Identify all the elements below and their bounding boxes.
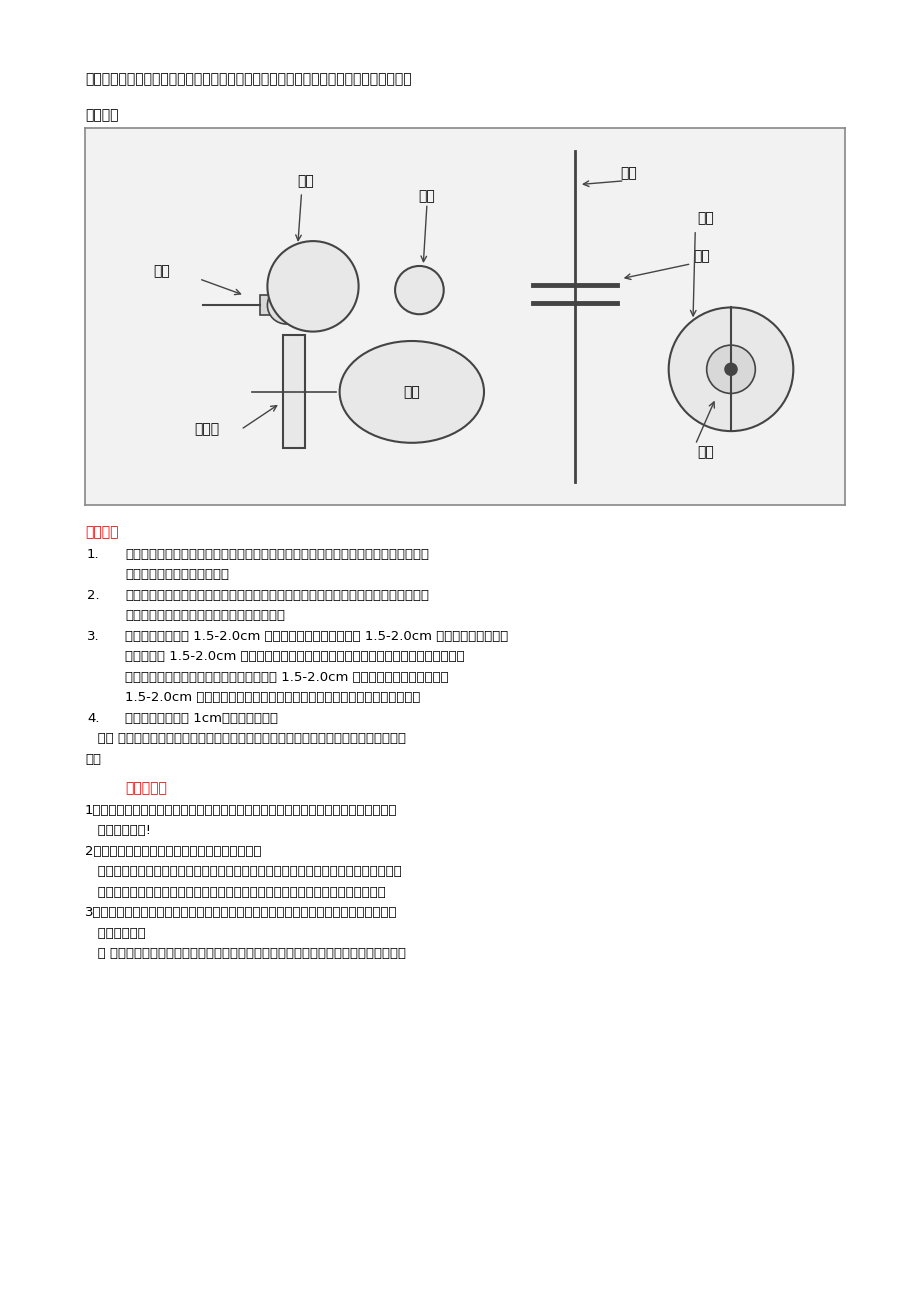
Bar (282, 336, 305, 448)
Text: 1：把窗打开通风，包间的空间由于很多通风不良好，餐前必须通风换空气（大风沙多恶: 1：把窗打开通风，包间的空间由于很多通风不良好，餐前必须通风换空气（大风沙多恶 (85, 803, 397, 816)
Text: 1.: 1. (87, 548, 99, 561)
Text: 香巾碟: 香巾碟 (194, 423, 219, 436)
Circle shape (706, 345, 754, 393)
Circle shape (267, 241, 358, 332)
Text: 重合，台布四边下垂距离相等: 重合，台布四边下垂距离相等 (125, 568, 229, 581)
Text: 时通知保修！: 时通知保修！ (85, 927, 145, 940)
Text: 1.5-2.0cm 处，茶碟边缘与骨碟边缘在一条直线上，茶碗放置于茶碟上方！: 1.5-2.0cm 处，茶碟边缘与骨碟边缘在一条直线上，茶碗放置于茶碟上方！ (125, 691, 420, 704)
Text: 摆台图形: 摆台图形 (85, 108, 119, 122)
Bar (259, 296, 277, 315)
Text: 茶碟: 茶碟 (696, 211, 713, 225)
Text: 放！: 放！ (85, 753, 101, 766)
Text: 3：检查个人负责区域内的设施是否正常运转，如：灯光，电视，空调！如发现一异常及: 3：检查个人负责区域内的设施是否正常运转，如：灯光，电视，空调！如发现一异常及 (85, 906, 397, 919)
Text: 酒杯: 酒杯 (418, 189, 435, 203)
Text: 例 灯光开启后是否不亮，或者一闪一闪的！电视是否能打开，空调输送的风是否该季节: 例 灯光开启后是否不亮，或者一闪一闪的！电视是否能打开，空调输送的风是否该季节 (85, 948, 405, 961)
Text: 汤勺: 汤勺 (153, 264, 170, 279)
Text: 选择合适的尺寸无破损褶皱的台布，正面朝上铺在桌面上十字折扣的中心与桌面的重心: 选择合适的尺寸无破损褶皱的台布，正面朝上铺在桌面上十字折扣的中心与桌面的重心 (125, 548, 428, 561)
Text: 4.: 4. (87, 712, 99, 724)
Text: 部位，高脚杯直筒杯拿底部，小勺筷子拿手端: 部位，高脚杯直筒杯拿底部，小勺筷子拿手端 (125, 609, 285, 622)
Circle shape (394, 266, 443, 314)
Text: 茶杯: 茶杯 (696, 445, 713, 460)
Text: 注意：台布的尺寸一定要合适，不要铺反，中心线一定要对准主人位置，下垂距离相等。: 注意：台布的尺寸一定要合适，不要铺反，中心线一定要对准主人位置，下垂距离相等。 (85, 72, 411, 86)
Text: 杯底部左侧 1.5-2.0cm 处，汤勺放置于汤碗内勺柄朝上左边与玻璃杯一条直线，筷架与: 杯底部左侧 1.5-2.0cm 处，汤勺放置于汤碗内勺柄朝上左边与玻璃杯一条直线… (125, 650, 464, 663)
Text: 例：头发前不过眉，侧不过耳，头发包扎好，不允许散发，指甲要求卫生干净不允许过: 例：头发前不过眉，侧不过耳，头发包扎好，不允许散发，指甲要求卫生干净不允许过 (85, 866, 402, 879)
Text: 玻璃杯汤碗呈一条直线，筷架距离骨碟边缘 1.5-2.0cm 处，筷子下端距离桌子边缘: 玻璃杯汤碗呈一条直线，筷架距离骨碟边缘 1.5-2.0cm 处，筷子下端距离桌子… (125, 671, 448, 684)
Text: 筷架: 筷架 (692, 249, 709, 263)
Circle shape (668, 307, 792, 431)
Text: 摆台标准: 摆台标准 (85, 525, 119, 539)
Text: 注意 摆台前，将双手洗干净，准备好摆台所用的所有物品，所有的餐具距离位置统一摆: 注意 摆台前，将双手洗干净，准备好摆台所用的所有物品，所有的餐具距离位置统一摆 (85, 732, 405, 745)
Text: 2：工作前双手洗干净，整理好自己的仪容仪表，: 2：工作前双手洗干净，整理好自己的仪容仪表， (85, 845, 261, 858)
Circle shape (267, 286, 305, 324)
Text: 骨碟: 骨碟 (403, 385, 420, 398)
Ellipse shape (339, 341, 483, 443)
Text: 筷子: 筷子 (619, 167, 636, 180)
Circle shape (724, 363, 736, 375)
Text: 汤碗: 汤碗 (297, 173, 313, 187)
Text: 骨碟摆放距离桌边 1.5-2.0cm 处，玻璃杯摆放骨碟正上方 1.5-2.0cm 处，汤碗摆放于玻璃: 骨碟摆放距离桌边 1.5-2.0cm 处，玻璃杯摆放骨碟正上方 1.5-2.0c… (125, 630, 507, 643)
Text: 摆台所用的餐具均要符合要求干净无破损无水渍，拿取餐具时手不允许接触客人入口的: 摆台所用的餐具均要符合要求干净无破损无水渍，拿取餐具时手不允许接触客人入口的 (125, 589, 428, 602)
Text: 3.: 3. (87, 630, 99, 643)
Text: 桌椅前端距离桌布 1cm，一一对正餐位: 桌椅前端距离桌布 1cm，一一对正餐位 (125, 712, 278, 724)
Text: 劣天气除外）!: 劣天气除外）! (85, 824, 151, 837)
Text: 餐前的准备: 餐前的准备 (125, 781, 166, 796)
Text: 2.: 2. (87, 589, 99, 602)
Text: 长，不允许染指甲（透明的除外），袜子是否为黑色或者褐色的，鞋子是否干净！: 长，不允许染指甲（透明的除外），袜子是否为黑色或者褐色的，鞋子是否干净！ (85, 885, 385, 898)
